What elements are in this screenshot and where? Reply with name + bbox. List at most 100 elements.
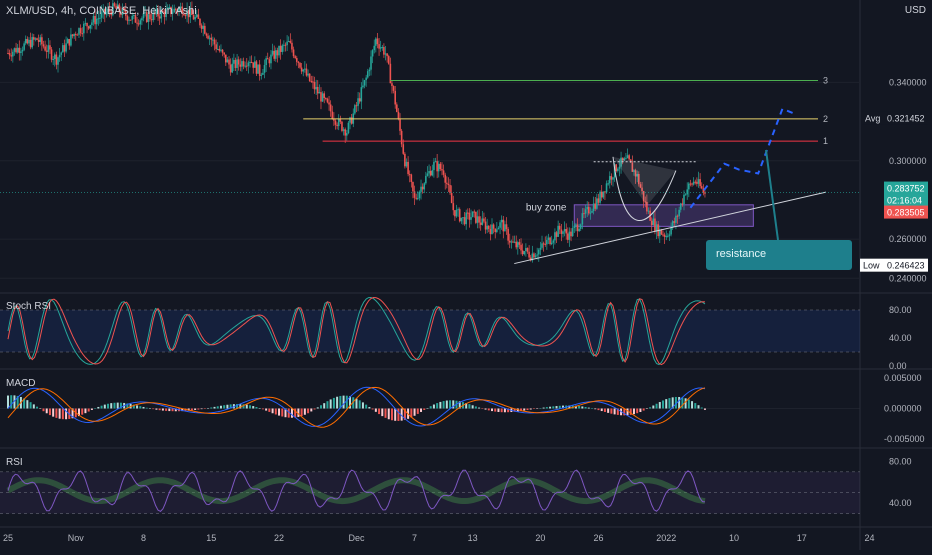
candle-body [100,12,103,18]
macd-hist-bar [629,408,632,415]
candle-body [137,23,140,25]
macd-hist-bar [458,401,461,409]
x-tick: Nov [68,533,85,543]
candle-body [316,86,319,94]
candle-body [534,255,537,258]
candle-body [220,49,222,51]
candle-body [199,18,201,26]
macd-hist-bar [603,408,606,412]
candle-body [628,155,630,160]
macd-hist-bar [303,408,306,415]
candle-body [655,224,658,232]
macd-hist-bar [168,408,171,412]
macd-hist-bar [616,408,619,415]
macd-hist-bar [520,408,523,411]
candle-body [73,33,75,37]
candle-body [192,15,195,20]
candle-body [60,52,63,55]
candle-body [216,48,219,50]
macd-hist-bar [100,405,103,409]
buy-zone-label: buy zone [526,203,567,214]
candle-body [228,59,230,65]
candle-body [604,191,606,193]
candle-body [58,54,61,58]
candle-body [133,15,135,17]
candle-body [8,53,11,56]
candle-body [407,161,409,175]
candle-body [223,52,225,55]
candle-body [15,48,17,53]
level-label-1: 1 [823,136,828,146]
candle-body [625,158,627,160]
candle-body [104,9,106,15]
candle-body [568,231,571,240]
candle-body [515,241,517,248]
candle-body [512,241,514,243]
rsi-tick: 40.00 [889,498,912,508]
macd-hist-bar [471,405,474,409]
macd-hist-bar [116,402,119,409]
candle-body [615,164,618,171]
candle-body [502,219,505,232]
candle-body [168,6,171,8]
candle-body [583,213,585,215]
candle-body [299,62,301,68]
avg-badge: 0.321452 [887,114,925,124]
macd-hist-bar [423,408,426,410]
candle-body [621,157,624,161]
low-badge: 0.246423 [887,261,925,271]
candle-body [65,43,67,52]
candle-body [560,229,563,234]
macd-hist-bar [668,398,671,409]
candle-body [499,222,501,228]
macd-hist-bar [261,408,264,410]
candle-body [346,133,348,136]
candle-body [394,90,396,105]
candle-body [49,45,51,50]
cup-outline [612,156,677,221]
candle-body [639,184,642,188]
candle-body [189,8,192,18]
macd-hist-bar [268,408,271,412]
candle-body [486,225,488,230]
macd-hist-bar [529,408,532,410]
candle-body [124,9,127,16]
candle-body [586,206,588,210]
macd-hist-bar [10,395,13,409]
candle-body [665,236,668,238]
candle-body [24,38,27,44]
macd-hist-bar [119,402,122,409]
macd-tick: 0.005000 [884,373,922,383]
candle-body [660,229,663,235]
rsi-tick: 80.00 [889,456,912,466]
candle-body [360,87,363,102]
candle-body [226,59,229,63]
candle-body [202,25,205,29]
macd-hist-bar [39,408,42,409]
candle-body [245,65,248,67]
candle-body [599,191,601,203]
candle-body [37,39,40,42]
candle-body [633,170,635,172]
price-tick: 0.340000 [889,77,927,87]
candle-body [378,44,380,49]
candle-body [262,72,264,75]
candle-body [91,22,93,25]
candle-body [684,194,687,196]
candle-body [83,23,85,34]
candle-body [200,25,203,29]
candle-body [16,47,19,53]
candle-body [668,234,671,236]
candle-body [126,15,129,21]
candle-body [452,203,455,211]
candle-body [149,14,151,20]
candle-body [433,161,435,171]
candle-body [284,44,287,46]
x-tick: Dec [348,533,365,543]
candle-body [520,244,522,251]
candle-body [50,49,53,60]
candle-body [275,50,277,59]
candle-body [28,39,30,44]
